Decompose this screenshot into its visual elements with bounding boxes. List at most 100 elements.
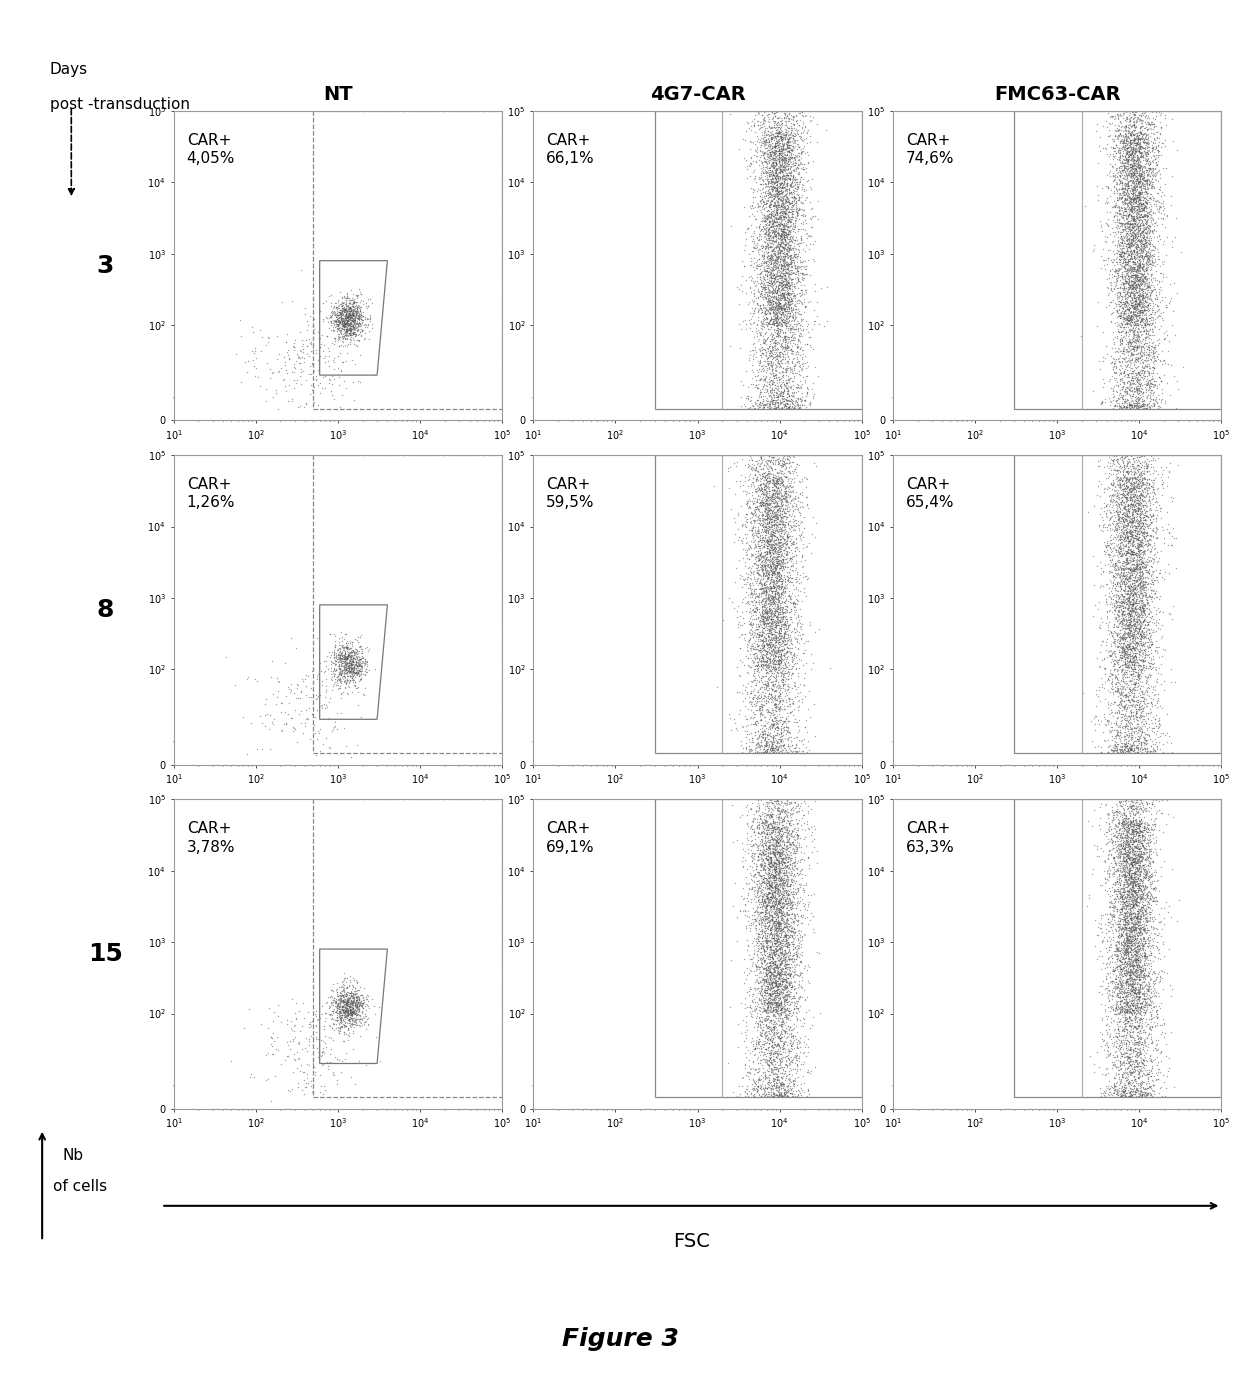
Point: [756, 927, 776, 949]
Point: [348, 984, 368, 1006]
Point: [775, 202, 795, 225]
Point: [765, 159, 785, 182]
Point: [792, 1015, 812, 1037]
Point: [1118, 617, 1138, 639]
Point: [781, 949, 801, 972]
Point: [1117, 280, 1137, 302]
Point: [769, 836, 789, 858]
Point: [740, 730, 760, 753]
Point: [766, 658, 786, 681]
Point: [784, 323, 804, 345]
Point: [760, 954, 780, 976]
Point: [766, 345, 786, 367]
Point: [782, 370, 802, 392]
Point: [777, 845, 797, 868]
Point: [1127, 611, 1147, 633]
Point: [1121, 797, 1141, 819]
Point: [789, 187, 808, 209]
Point: [1126, 254, 1146, 276]
Point: [1127, 1031, 1147, 1053]
Point: [1120, 346, 1140, 369]
Point: [336, 299, 356, 322]
Point: [1112, 894, 1132, 916]
Point: [769, 918, 789, 940]
Point: [1095, 137, 1115, 159]
Point: [760, 937, 780, 959]
Point: [755, 650, 775, 672]
Point: [1130, 629, 1149, 651]
Point: [765, 859, 785, 881]
Point: [768, 154, 787, 176]
Point: [759, 845, 779, 868]
Point: [777, 104, 797, 126]
Point: [753, 841, 773, 863]
Point: [346, 313, 366, 335]
Point: [743, 109, 763, 132]
Point: [760, 660, 780, 682]
Point: [1127, 906, 1147, 929]
Point: [353, 991, 373, 1013]
Point: [749, 602, 769, 624]
Point: [774, 557, 794, 579]
Point: [1100, 549, 1120, 571]
Point: [774, 310, 794, 333]
Point: [765, 266, 785, 288]
Point: [764, 987, 784, 1009]
Point: [1110, 618, 1130, 640]
Point: [1123, 830, 1143, 852]
Point: [768, 176, 787, 198]
Point: [1110, 593, 1130, 615]
Point: [1121, 240, 1141, 262]
Point: [773, 808, 792, 830]
Point: [1110, 485, 1130, 507]
Point: [765, 204, 785, 226]
Point: [756, 862, 776, 884]
Point: [785, 865, 805, 887]
Point: [1131, 315, 1151, 337]
Point: [782, 700, 802, 722]
Point: [749, 392, 769, 414]
Point: [764, 575, 784, 597]
Point: [759, 618, 779, 640]
Point: [1128, 335, 1148, 358]
Point: [763, 468, 782, 491]
Point: [797, 884, 817, 906]
Point: [761, 881, 781, 904]
Point: [777, 175, 797, 197]
Point: [761, 391, 781, 413]
Point: [758, 1077, 777, 1099]
Point: [765, 353, 785, 376]
Point: [779, 288, 799, 310]
Point: [761, 916, 781, 938]
Point: [1114, 883, 1133, 905]
Point: [1137, 172, 1157, 194]
Point: [773, 365, 792, 387]
Point: [341, 304, 361, 326]
Point: [786, 109, 806, 132]
Point: [796, 179, 816, 201]
Point: [1110, 532, 1130, 554]
Point: [1127, 370, 1147, 392]
Point: [1114, 457, 1133, 480]
Point: [1130, 951, 1149, 973]
Point: [1127, 678, 1147, 700]
Point: [1123, 510, 1143, 532]
Point: [1102, 857, 1122, 879]
Point: [1133, 825, 1153, 847]
Point: [779, 962, 799, 984]
Point: [779, 836, 799, 858]
Point: [1123, 821, 1143, 843]
Point: [1143, 122, 1163, 144]
Point: [756, 959, 776, 981]
Point: [744, 467, 764, 489]
Point: [1102, 258, 1122, 280]
Point: [797, 366, 817, 388]
Point: [765, 505, 785, 527]
Point: [1118, 570, 1138, 592]
Point: [745, 674, 765, 696]
Point: [782, 340, 802, 362]
Point: [1112, 904, 1132, 926]
Point: [733, 374, 753, 396]
Point: [1135, 355, 1154, 377]
Point: [774, 281, 794, 304]
